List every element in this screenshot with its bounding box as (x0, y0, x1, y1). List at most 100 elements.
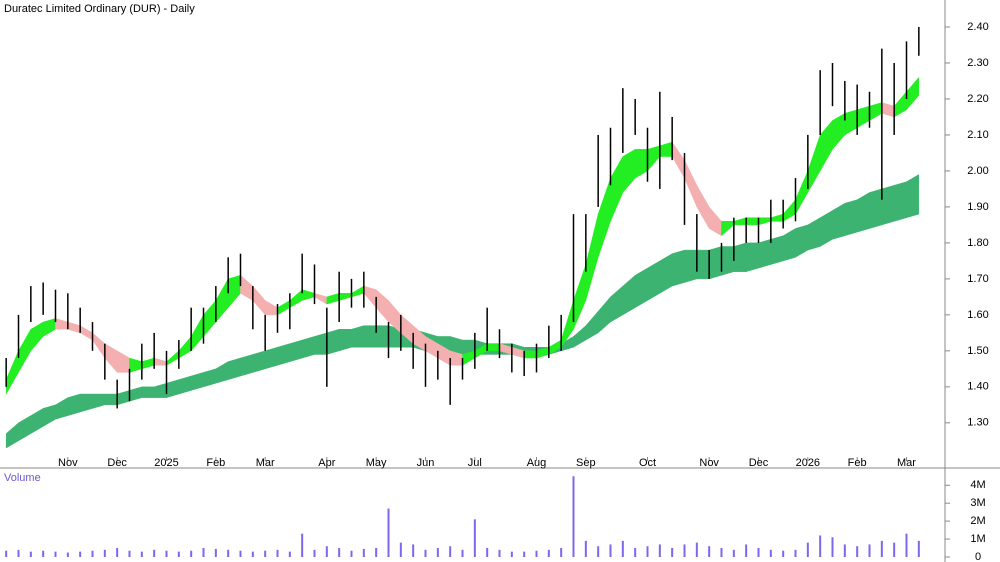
slow-band (856, 192, 870, 233)
slow-band (104, 393, 118, 406)
slow-band (844, 199, 858, 237)
volume-bar (436, 548, 439, 557)
slow-band (758, 238, 772, 269)
y-tick-label: 1.30 (967, 417, 988, 429)
slow-band (277, 343, 291, 366)
x-tick-label: May (366, 457, 387, 469)
y-tick-label: 2.30 (967, 57, 988, 69)
fast-band (486, 343, 500, 352)
slow-band (869, 188, 883, 229)
volume-bar (350, 550, 353, 557)
slow-band (745, 242, 759, 273)
volume-bar (190, 550, 193, 557)
x-tick-label: Aug (527, 457, 547, 469)
volume-bar (572, 476, 575, 557)
slow-band (240, 354, 254, 377)
volume-bar (597, 546, 600, 557)
y-tick-label: 2M (970, 515, 985, 527)
volume-bar (412, 544, 415, 557)
x-tick-label: Dec (107, 457, 127, 469)
y-tick-label: 1.70 (967, 273, 988, 285)
volume-bar (239, 550, 242, 557)
volume-bar (276, 549, 279, 557)
volume-bar (609, 544, 612, 557)
x-tick-label: Oct (639, 457, 656, 469)
slow-band (338, 329, 352, 352)
x-tick-label: Apr (318, 457, 335, 469)
volume-bar (399, 542, 402, 557)
volume-bar (806, 542, 809, 557)
slow-band (67, 393, 81, 416)
slow-band (647, 260, 661, 301)
volume-bar (264, 550, 267, 557)
y-tick-label: 1.50 (967, 345, 988, 357)
x-tick-label: Nov (58, 457, 78, 469)
volume-bar (128, 550, 131, 557)
volume-bar (658, 544, 661, 557)
volume-bar (782, 550, 785, 557)
volume-bar (819, 535, 822, 557)
volume-bar (893, 542, 896, 557)
volume-bar (461, 549, 464, 557)
y-tick-label: 1.90 (967, 201, 988, 213)
volume-bar (251, 551, 254, 557)
volume-bar (424, 549, 427, 557)
slow-band (696, 249, 710, 280)
fast-band (523, 350, 537, 359)
slow-band (659, 253, 673, 294)
y-tick-label: 1.60 (967, 309, 988, 321)
y-tick-label: 1.40 (967, 381, 988, 393)
volume-bar (79, 551, 82, 557)
slow-band (881, 184, 895, 226)
volume-bar (5, 550, 8, 557)
slow-band (634, 267, 648, 309)
volume-bar (66, 552, 69, 557)
volume-bar (523, 551, 526, 557)
volume-bar (42, 550, 45, 557)
x-tick-label: 2025 (154, 457, 178, 469)
volume-bar (325, 546, 328, 557)
volume-bar (313, 549, 316, 557)
volume-bar (91, 550, 94, 557)
volume-bar (486, 548, 489, 557)
volume-bar (498, 549, 501, 557)
volume-bar (880, 540, 883, 557)
volume-bar (165, 550, 168, 557)
slow-band (733, 242, 747, 272)
volume-bar (831, 537, 834, 557)
volume-bar (794, 549, 797, 557)
x-tick-label: Jul (468, 457, 482, 469)
x-tick-label: Mar (897, 457, 916, 469)
slow-band (671, 249, 685, 287)
x-tick-label: Feb (848, 457, 867, 469)
slow-band (314, 332, 328, 355)
volume-bar (708, 546, 711, 557)
fast-band (745, 217, 759, 226)
y-tick-label: 1.80 (967, 237, 988, 249)
y-tick-label: 2.00 (967, 165, 988, 177)
fast-band (906, 76, 920, 111)
volume-bar (535, 550, 538, 557)
volume-bar (177, 551, 180, 557)
slow-band (351, 325, 365, 348)
volume-title: Volume (4, 472, 41, 484)
x-tick-label: Nov (699, 457, 719, 469)
volume-bar (695, 542, 698, 557)
volume-bar (153, 549, 156, 557)
slow-band (227, 357, 241, 380)
volume-bar (560, 548, 563, 557)
volume-bar (584, 540, 587, 557)
slow-band (684, 249, 698, 283)
slow-band (375, 325, 389, 348)
volume-bar (732, 549, 735, 557)
volume-bar (720, 548, 723, 557)
volume-bar (103, 549, 106, 557)
x-tick-label: Jun (417, 457, 435, 469)
slow-band (301, 336, 315, 359)
volume-bar (510, 551, 513, 557)
volume-bar (843, 544, 846, 557)
slow-band (906, 174, 920, 219)
volume-bar (288, 551, 291, 557)
volume-bar (116, 548, 119, 557)
